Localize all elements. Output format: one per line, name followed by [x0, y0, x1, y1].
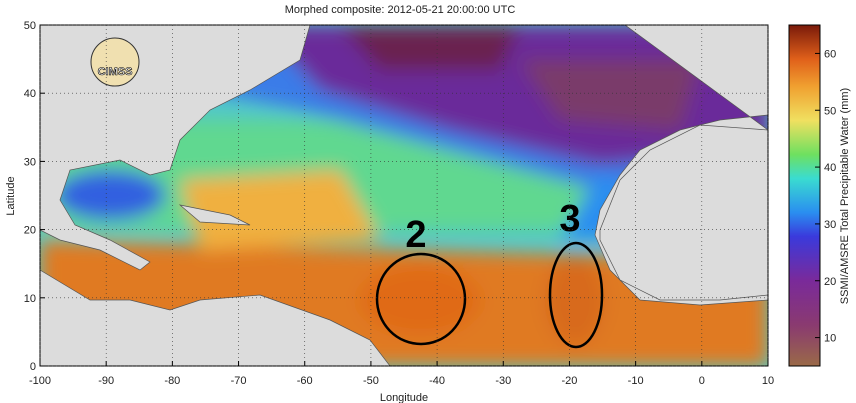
map-area [40, 25, 768, 366]
annotation: 2 [405, 214, 426, 256]
x-tick-label: -30 [495, 375, 511, 387]
x-tick-label: -80 [164, 375, 180, 387]
colorbar-tick-label: 60 [824, 48, 836, 60]
x-tick-label: -10 [628, 375, 644, 387]
y-tick-label: 40 [24, 88, 36, 100]
x-tick-label: -20 [562, 375, 578, 387]
logo: CIMSS [90, 37, 140, 87]
y-tick-label: 10 [24, 293, 36, 305]
land [40, 25, 768, 366]
y-tick-label: 0 [30, 361, 36, 373]
x-tick-label: -90 [98, 375, 114, 387]
colorbar-tick-label: 50 [824, 105, 836, 117]
colorbar-label: SSMI/AMSRE Total Precipitable Water (mm) [839, 88, 851, 304]
colorbar-tick-label: 10 [824, 333, 836, 345]
x-tick-label: 10 [762, 375, 774, 387]
annotation: 3 [559, 198, 580, 240]
y-tick-label: 30 [24, 156, 36, 168]
colorbar-tick-label: 30 [824, 219, 836, 231]
y-axis-label: Latitude [5, 176, 17, 215]
y-tick-label: 50 [24, 20, 36, 32]
colorbar-tick-label: 40 [824, 162, 836, 174]
x-tick-label: -100 [29, 375, 51, 387]
logo-text: CIMSS [98, 66, 133, 78]
x-tick-label: -70 [231, 375, 247, 387]
x-tick-label: -60 [297, 375, 313, 387]
x-tick-label: -40 [429, 375, 445, 387]
circle-annotation [375, 252, 467, 346]
x-tick-label: -50 [363, 375, 379, 387]
colorbar-tick-label: 20 [824, 276, 836, 288]
y-tick-label: 20 [24, 225, 36, 237]
x-tick-label: 0 [699, 375, 705, 387]
circle-annotation [548, 241, 604, 349]
colorbar [788, 24, 821, 367]
title: Morphed composite: 2012-05-21 20:00:00 U… [285, 4, 516, 16]
x-axis-label: Longitude [380, 392, 428, 403]
